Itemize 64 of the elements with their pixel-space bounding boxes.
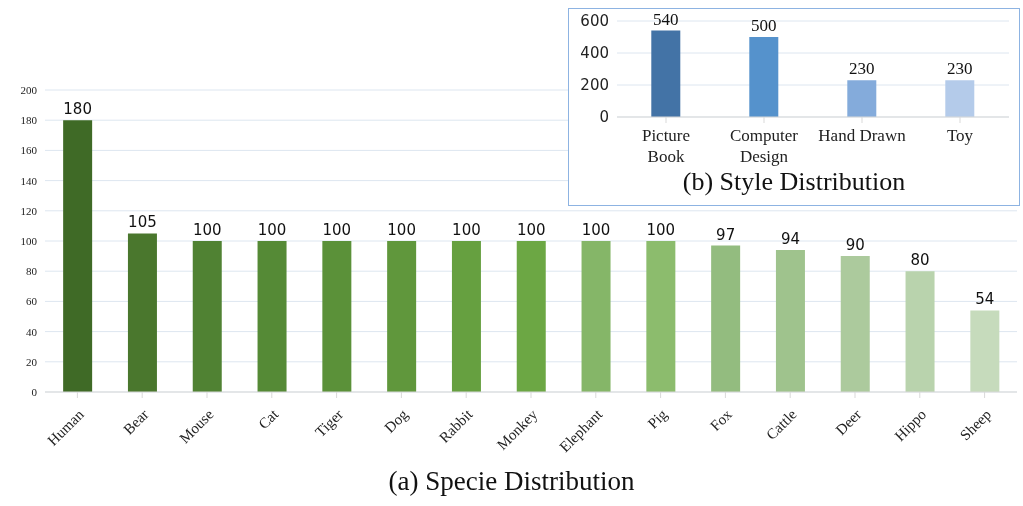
data-label: 54 [975,290,995,309]
y-tick-label: 0 [31,385,38,398]
y-tick-label: 400 [580,44,609,63]
data-label: 80 [910,251,930,270]
data-label: 180 [63,100,92,119]
data-label: 100 [257,221,287,239]
y-tick-label: 180 [20,114,38,127]
y-tick-label: 80 [26,265,38,278]
bar [840,256,870,392]
bar [387,241,417,392]
bar [257,241,287,392]
data-label: 100 [192,221,222,239]
data-label: 100 [387,221,416,239]
x-tick-label: Computer Design [730,126,799,166]
y-tick-label: 120 [20,204,38,217]
y-tick-label: 0 [599,108,609,127]
data-label: 100 [646,221,676,239]
data-label: 94 [780,230,800,249]
bar [127,233,157,392]
y-tick-label: 200 [580,76,609,95]
data-label: 105 [128,213,157,232]
bar [749,37,779,117]
y-tick-label: 160 [20,144,38,157]
bar [192,241,222,392]
x-tick-label: Tiger [312,406,347,441]
data-label: 500 [751,16,777,35]
bar [651,30,681,117]
x-tick-label: Hand Drawn [818,126,907,145]
bar [516,241,546,392]
x-tick-label: Bear [120,406,152,438]
bar [945,80,975,117]
bar [711,245,741,392]
bar [63,120,93,392]
bar [905,271,935,392]
data-label: 90 [845,236,865,255]
data-label: 540 [653,9,679,29]
x-tick-label: Toy [946,126,974,145]
x-tick-label: Pig [644,405,671,432]
y-tick-label: 140 [20,174,38,187]
bar [322,241,352,392]
bar [847,80,877,117]
bar [775,250,805,392]
x-tick-label: Cat [255,405,282,433]
x-tick-label: Fox [707,405,736,434]
text: (a) Specie Distribution [387,466,636,496]
y-tick-label: 60 [26,295,38,308]
y-tick-label: 600 [580,12,609,31]
x-tick-label: Dog [381,405,412,436]
x-tick-label: Picture Book [641,126,691,166]
text: (b) Style Distribution [681,167,907,196]
y-tick-label: 200 [20,83,38,96]
data-label: 100 [516,221,546,239]
data-label: 230 [849,59,875,79]
y-tick-label: 20 [26,355,38,368]
data-label: 97 [716,225,736,244]
y-tick-label: 40 [26,325,38,338]
data-label: 230 [947,59,973,79]
bar [451,241,481,392]
data-label: 100 [322,221,352,239]
data-label: 100 [452,221,481,239]
bar [970,310,1000,392]
y-tick-label: 100 [20,234,38,247]
bar [646,241,676,392]
bar [581,241,611,392]
